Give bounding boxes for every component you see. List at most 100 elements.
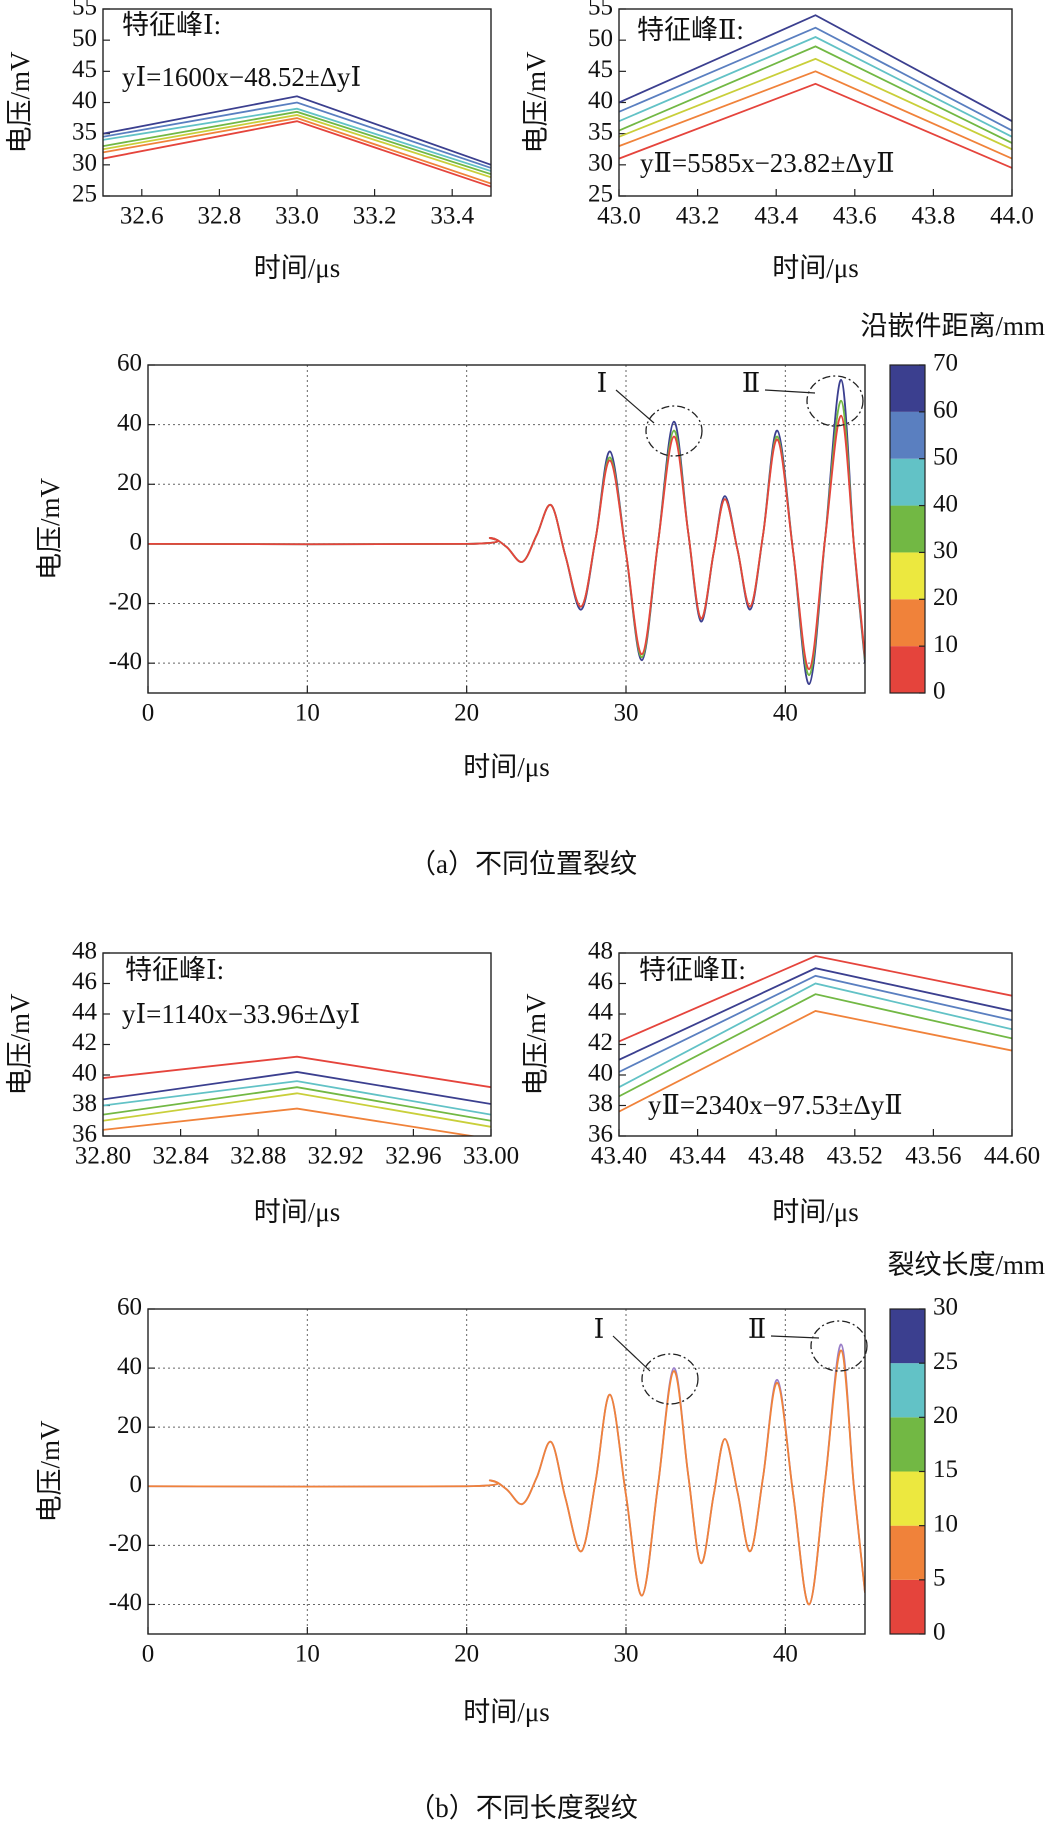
y-tick-label: 55 <box>588 0 613 21</box>
series-group <box>103 95 491 188</box>
data-line <box>619 57 1012 151</box>
annotation: yⅠ=1140x−33.96±ΔyⅠ <box>122 999 360 1029</box>
data-line <box>619 1010 1012 1113</box>
x-tick-label: 10 <box>295 700 320 727</box>
plot-frame <box>102 952 492 1137</box>
data-line <box>619 45 1012 144</box>
x-axis-label: 时间/μs <box>254 253 340 283</box>
colorbar-tick-label: 20 <box>933 584 958 611</box>
leader-line <box>612 1335 651 1372</box>
data-line <box>103 1080 491 1116</box>
colorbar-tick-label: 15 <box>933 1456 958 1483</box>
series-group <box>619 14 1012 169</box>
y-tick-label: -40 <box>109 1589 142 1616</box>
x-tick-label: 40 <box>773 1641 798 1668</box>
x-tick-label: 0 <box>142 1641 155 1668</box>
data-line <box>619 70 1012 160</box>
data-line <box>148 1349 865 1606</box>
y-tick-label: 40 <box>72 87 97 114</box>
annotation: 特征峰Ⅱ: <box>637 15 744 45</box>
plot-frame <box>147 1308 866 1635</box>
x-tick-label: 33.00 <box>463 1143 519 1170</box>
caption: （b）不同长度裂纹 <box>408 1793 638 1823</box>
data-line <box>103 110 491 176</box>
x-axis-label: 时间/μs <box>254 1197 340 1227</box>
y-tick-label: 46 <box>588 968 613 995</box>
data-line <box>103 101 491 169</box>
colorbar-tick-label: 40 <box>933 490 958 517</box>
x-tick-label: 43.52 <box>827 1143 883 1170</box>
x-tick-label: 43.40 <box>591 1143 647 1170</box>
x-tick-label: 32.96 <box>385 1143 441 1170</box>
y-tick-label: -40 <box>109 648 142 675</box>
y-tick-label: -20 <box>109 1530 142 1557</box>
data-line <box>103 1086 491 1122</box>
colorbar-block <box>890 365 925 412</box>
colorbar-tick-label: 0 <box>933 678 946 705</box>
data-line <box>103 114 491 179</box>
colorbar-tick-label: 10 <box>933 631 958 658</box>
colorbar-tick-label: 30 <box>933 1294 958 1321</box>
x-tick-label: 32.8 <box>198 203 242 230</box>
leader-line <box>770 1335 820 1339</box>
y-tick-label: 20 <box>117 1412 142 1439</box>
y-tick-label: 40 <box>117 409 142 436</box>
colorbar-tick-label: 10 <box>933 1510 958 1537</box>
peak-label: Ⅱ <box>748 1314 766 1344</box>
x-tick-label: 43.44 <box>669 1143 726 1170</box>
colorbar-block <box>890 1417 925 1472</box>
colorbar-block <box>890 411 925 459</box>
data-line <box>619 14 1012 122</box>
y-tick-label: 60 <box>117 1294 142 1321</box>
y-tick-label: 30 <box>588 150 613 177</box>
y-tick-label: -20 <box>109 588 142 615</box>
series-group <box>103 1055 491 1136</box>
y-axis-label: 电压/mV <box>5 51 35 154</box>
colorbar-block <box>890 1309 925 1364</box>
colorbar-tick-label: 50 <box>933 443 958 470</box>
y-axis-label: 电压/mV <box>35 478 65 581</box>
data-line <box>103 1107 478 1136</box>
y-tick-label: 50 <box>72 25 97 52</box>
colorbar-tick-label: 30 <box>933 537 958 564</box>
y-tick-label: 30 <box>72 150 97 177</box>
peak-circle <box>810 1320 868 1372</box>
plot-frame <box>147 364 866 694</box>
y-tick-label: 50 <box>588 25 613 52</box>
x-tick-label: 33.4 <box>430 203 474 230</box>
leader-line <box>764 389 816 394</box>
y-tick-label: 35 <box>588 118 613 145</box>
data-line <box>619 982 1012 1088</box>
x-tick-label: 10 <box>295 1641 320 1668</box>
colorbar-title: 裂纹长度/mm <box>887 1250 1045 1280</box>
data-line <box>103 1055 491 1089</box>
colorbar-tick-label: 60 <box>933 397 958 424</box>
data-line <box>103 95 491 166</box>
y-tick-label: 20 <box>117 469 142 496</box>
annotation: yⅡ=2340x−97.53±ΔyⅡ <box>648 1090 903 1120</box>
colorbar-block <box>890 505 925 553</box>
plot-frame <box>102 8 492 197</box>
plot-frame <box>618 8 1013 197</box>
x-axis-label: 时间/μs <box>772 1197 858 1227</box>
y-tick-label: 42 <box>588 1029 613 1056</box>
colorbar-block <box>890 1471 925 1526</box>
y-tick-label: 48 <box>72 938 97 965</box>
annotation: yⅠ=1600x−48.52±ΔyⅠ <box>122 62 361 92</box>
data-line <box>619 26 1012 132</box>
x-tick-label: 0 <box>142 700 155 727</box>
y-tick-label: 45 <box>588 56 613 83</box>
x-tick-label: 32.80 <box>75 1143 131 1170</box>
plot-area <box>148 1309 865 1634</box>
peak-label: Ⅱ <box>742 368 760 398</box>
x-axis-label: 时间/μs <box>463 752 549 782</box>
data-line <box>103 1092 491 1128</box>
colorbar-block <box>890 552 925 600</box>
series-group <box>619 955 1012 1113</box>
x-tick-label: 43.8 <box>912 203 956 230</box>
series-group <box>148 379 865 685</box>
plot-frame <box>618 952 1013 1137</box>
y-tick-label: 0 <box>130 1471 143 1498</box>
data-line <box>148 414 865 671</box>
y-tick-label: 55 <box>72 0 97 21</box>
